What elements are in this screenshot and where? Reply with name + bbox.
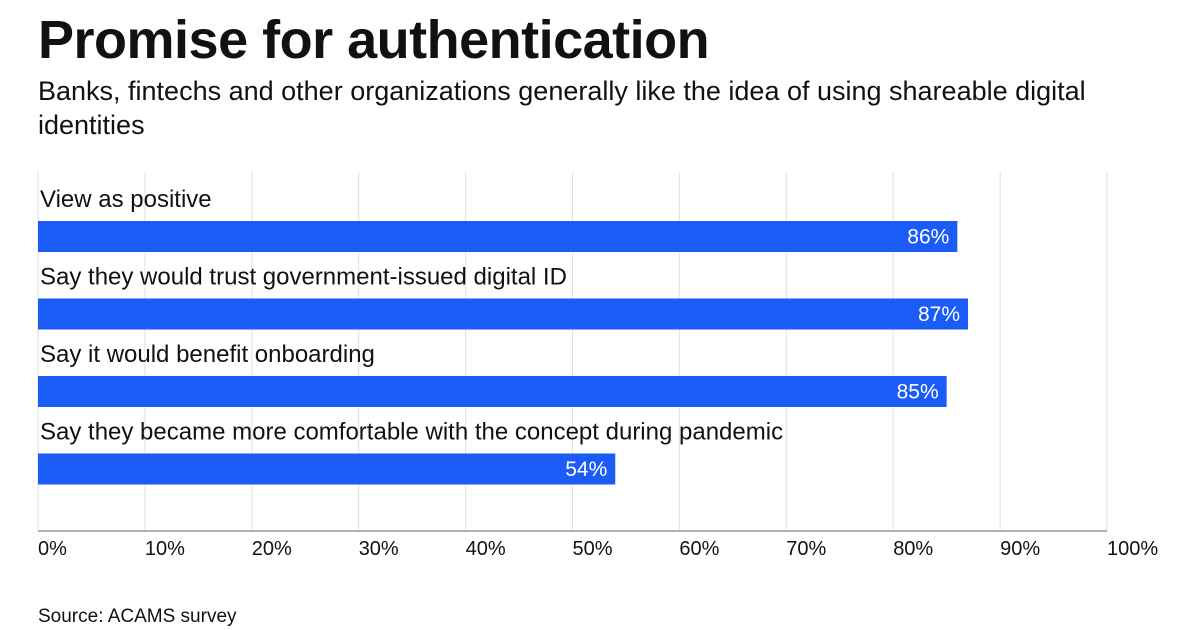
bar	[38, 221, 958, 252]
x-tick-label: 30%	[359, 538, 399, 560]
x-axis: 0% 10% 20% 30% 40% 50% 60% 70% 80% 90% 100%	[38, 530, 1158, 560]
x-tick-label: 10%	[145, 538, 185, 560]
value-label: 54%	[565, 458, 607, 481]
x-tick-label: 80%	[893, 538, 933, 560]
category-label: Say they became more comfortable with th…	[40, 419, 783, 446]
x-tick-label: 50%	[573, 538, 613, 560]
value-label: 86%	[907, 226, 949, 249]
x-tick-label: 60%	[679, 538, 719, 560]
bars: View as positive 86% Say they would trust …	[38, 186, 969, 485]
value-label: 87%	[918, 303, 960, 326]
bar	[38, 376, 947, 407]
category-label: View as positive	[40, 186, 212, 213]
chart-title: Promise for authentication	[38, 10, 710, 70]
bar	[38, 453, 616, 485]
source-note: Source: ACAMS survey	[38, 606, 237, 627]
x-tick-label: 100%	[1107, 538, 1158, 560]
bar	[38, 298, 969, 330]
x-tick-label: 70%	[786, 538, 826, 560]
category-label: Say they would trust government-issued d…	[40, 264, 567, 291]
category-label: Say it would benefit onboarding	[40, 341, 375, 368]
x-tick-label: 40%	[466, 538, 506, 560]
chart-subtitle: Banks, fintechs and other organizations …	[38, 76, 1086, 140]
x-tick-label: 0%	[38, 538, 67, 560]
value-label: 85%	[897, 381, 939, 404]
x-tick-label: 20%	[252, 538, 292, 560]
x-tick-label: 90%	[1000, 538, 1040, 560]
